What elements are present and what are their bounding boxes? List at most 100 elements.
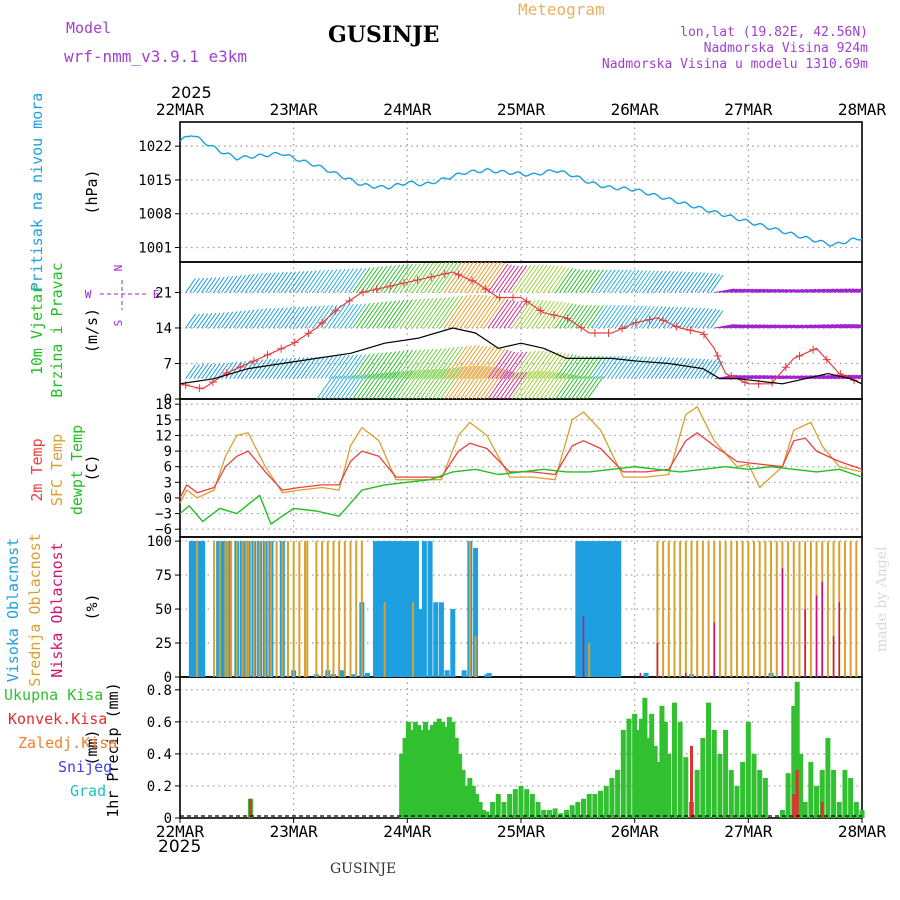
cloud-bar — [395, 541, 401, 677]
wind-barb — [575, 376, 592, 399]
wind-barb — [774, 324, 792, 329]
ytick-label: 75 — [155, 568, 172, 584]
cloud-bar — [247, 541, 250, 677]
ytick-label: 18 — [155, 397, 172, 413]
wind-barb — [408, 298, 430, 329]
precip-bar — [620, 729, 626, 818]
precip-bar — [808, 761, 814, 818]
wind-barb — [300, 305, 317, 329]
cloud-bar — [843, 541, 846, 677]
cloud-bar — [350, 674, 356, 677]
wind-barb — [842, 324, 862, 329]
wind-barb — [583, 269, 600, 293]
wind-barb — [818, 288, 839, 293]
precip-bar — [734, 785, 740, 818]
precip-bar — [690, 745, 693, 818]
ytick-label: 100 — [147, 534, 172, 550]
cloud-bar — [224, 541, 227, 677]
wind-barb — [746, 375, 765, 380]
wind-barb — [515, 264, 536, 293]
wind-barb — [197, 363, 209, 379]
ytick-label: 0 — [164, 491, 172, 507]
pressure-line — [179, 135, 863, 247]
wind-barb — [308, 305, 325, 329]
cloud-bar — [832, 541, 835, 677]
wind-barb — [244, 308, 259, 329]
wind-barb — [507, 371, 528, 399]
wind-barb — [849, 289, 862, 293]
precip-bar — [728, 769, 734, 818]
wind-barb — [798, 288, 817, 293]
precip-bar — [423, 721, 429, 818]
precip-bar — [638, 718, 644, 818]
wind-barb — [248, 359, 264, 379]
gust-marker — [618, 324, 627, 333]
gust-marker — [468, 276, 477, 285]
wind-barb — [527, 350, 548, 379]
wind-barb — [531, 300, 552, 329]
precip-bar — [677, 721, 683, 818]
wind-barb — [674, 271, 690, 293]
cloud-bar — [713, 541, 716, 677]
gust-marker — [795, 351, 804, 360]
wind-barb — [364, 352, 384, 379]
cloud-bar — [758, 541, 761, 677]
wind-barb — [794, 288, 812, 293]
wind-barb — [384, 299, 405, 329]
wind-barb — [662, 357, 679, 379]
cloud-bar — [730, 541, 733, 677]
wind-barb — [364, 266, 384, 293]
wind-barb — [495, 351, 516, 379]
wind-barb — [503, 372, 524, 399]
wind-barb — [849, 325, 862, 329]
wind-barb — [798, 324, 817, 329]
wind-barb — [236, 274, 251, 293]
wind-barb — [205, 312, 217, 329]
wind-barb — [822, 323, 843, 329]
precip-bar — [518, 785, 524, 818]
wind-barb — [515, 350, 536, 379]
unit-label: (C) — [83, 454, 101, 481]
wind-barb — [794, 375, 812, 380]
gust-marker — [686, 326, 695, 335]
precip-bar — [477, 801, 483, 818]
wind-barb — [630, 305, 647, 329]
wind-barb — [479, 347, 502, 379]
wind-barb — [296, 306, 313, 329]
ytick-label: 3 — [164, 475, 172, 491]
wind-barb — [786, 324, 804, 329]
wind-barb — [826, 288, 847, 293]
wind-barb — [272, 271, 288, 293]
wind-barb — [252, 272, 268, 293]
wind-barb — [662, 306, 679, 329]
precip-bar — [598, 790, 604, 818]
wind-barb — [642, 356, 659, 379]
wind-barb — [201, 363, 213, 379]
cloud-bar — [252, 541, 255, 677]
wind-barb — [606, 305, 624, 329]
cloud-bar — [775, 541, 778, 677]
cloud-bar — [792, 541, 795, 677]
wind-barb — [451, 345, 477, 379]
wind-barb — [495, 371, 516, 399]
cloud-bar — [338, 670, 344, 677]
wind-barb — [471, 366, 495, 399]
cloud-bar — [724, 541, 727, 677]
wind-barb — [380, 300, 401, 329]
xtick-label-top: 27MAR — [724, 100, 773, 119]
wind-barb — [670, 271, 686, 293]
wind-barb — [459, 345, 484, 379]
wind-barb — [575, 305, 592, 329]
wind-barb — [849, 376, 862, 380]
wind-barb — [722, 288, 742, 293]
wind-barb — [431, 367, 455, 399]
cloud-bar — [418, 609, 424, 677]
precip-bar — [751, 753, 757, 818]
wind-barb — [523, 370, 544, 399]
wind-barb — [213, 363, 225, 379]
wind-barb — [475, 296, 499, 329]
cloud-bar — [269, 541, 272, 677]
wind-barb — [400, 369, 422, 399]
wind-barb — [376, 371, 397, 399]
wind-barb — [388, 263, 409, 293]
